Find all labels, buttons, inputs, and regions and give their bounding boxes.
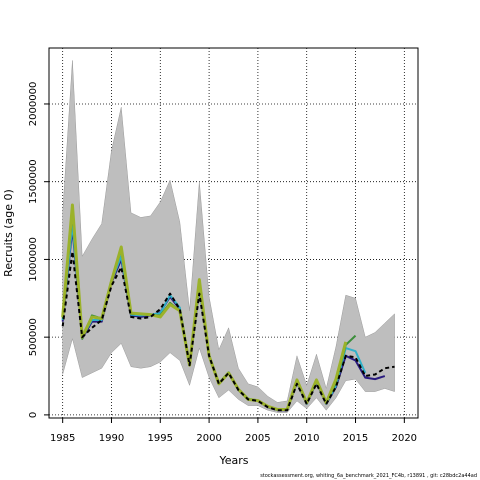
x-tick-label: 2005 (245, 433, 270, 444)
y-tick-label: 1000000 (28, 237, 39, 282)
x-axis: 1985 1990 1995 2000 2005 2010 2015 2020 (50, 418, 417, 444)
x-tick-label: 1995 (148, 433, 173, 444)
footer-credit: stockassessment.org, whiting_6a_benchmar… (260, 473, 477, 479)
y-axis-title: Recruits (age 0) (2, 189, 15, 277)
confidence-band-area (62, 60, 395, 413)
plot-frame (48, 47, 419, 419)
y-axis: 0 500000 1000000 1500000 2000000 (28, 82, 49, 418)
y-tick-label: 0 (28, 412, 39, 418)
series-line-5 (61, 250, 395, 412)
y-tick-label: 500000 (28, 318, 39, 356)
y-tick-label: 2000000 (28, 82, 39, 127)
x-tick-label: 1985 (50, 433, 75, 444)
x-tick-label: 2015 (343, 433, 368, 444)
series-line-4 (61, 203, 348, 411)
x-tick-label: 2000 (196, 433, 221, 444)
confidence-band (62, 60, 395, 413)
x-tick-label: 1990 (99, 433, 124, 444)
x-tick-label: 2020 (392, 433, 417, 444)
y-tick-label: 1500000 (28, 159, 39, 204)
series-lines (61, 203, 395, 412)
x-tick-label: 2010 (294, 433, 319, 444)
x-axis-title: Years (218, 454, 248, 467)
